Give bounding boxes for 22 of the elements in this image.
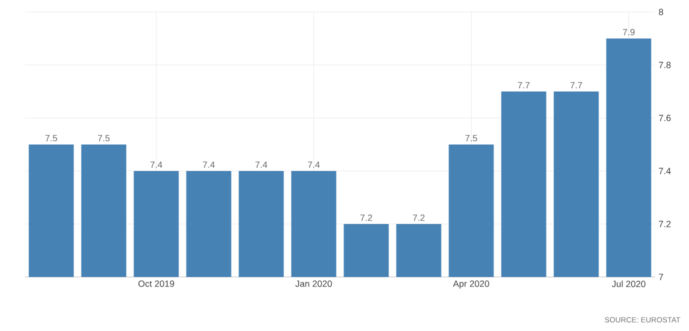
data-label: 7.5 [45, 135, 58, 142]
data-label: 7.2 [360, 214, 372, 221]
data-label: 7.2 [412, 214, 425, 221]
data-label: 7.5 [465, 135, 478, 142]
data-label: 7.7 [518, 82, 530, 88]
y-tick-label: 7.8 [658, 62, 671, 68]
y-tick-label: 7.2 [658, 220, 671, 228]
data-label: 7.4 [202, 162, 215, 168]
x-tick-label: Jul 2020 [612, 280, 646, 288]
y-tick-label: 7 [658, 274, 664, 280]
y-tick-label: 7.4 [658, 168, 671, 174]
data-label: 7.7 [570, 82, 582, 88]
data-label: 7.4 [308, 162, 320, 168]
x-tick-label: Oct 2019 [138, 280, 174, 287]
data-label: 7.4 [255, 162, 268, 168]
data-label: 7.9 [622, 28, 635, 36]
data-label: 7.5 [98, 135, 110, 142]
x-tick-label: Jan 2020 [295, 280, 332, 287]
data-label: 7.4 [150, 162, 162, 168]
y-tick-label: 8 [658, 8, 664, 16]
y-tick-label: 7.6 [658, 114, 671, 122]
x-tick-label: Apr 2020 [453, 280, 490, 289]
